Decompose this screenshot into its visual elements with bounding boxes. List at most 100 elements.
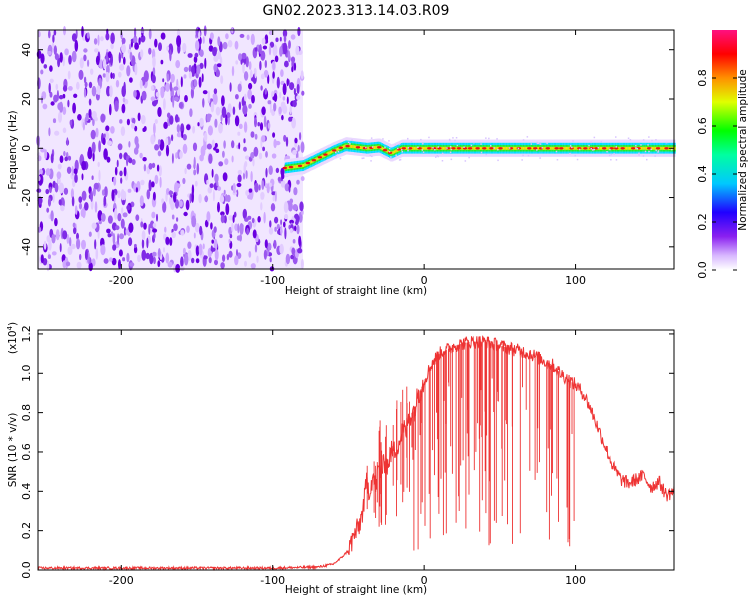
track-peak (441, 146, 444, 150)
noise-blob (282, 96, 286, 101)
noise-blob (155, 91, 160, 98)
noise-blob (58, 111, 62, 123)
track-speckle (485, 153, 487, 156)
y-tick-label: -40 (20, 238, 33, 256)
noise-blob (231, 155, 234, 163)
noise-blob (141, 90, 147, 101)
noise-blob (36, 188, 42, 193)
track-max (456, 147, 462, 150)
track-max (594, 147, 599, 150)
noise-blob (218, 123, 223, 134)
noise-blob (199, 225, 203, 236)
noise-blob (239, 234, 242, 242)
track-speckle (370, 160, 372, 162)
noise-blob (215, 148, 220, 153)
noise-blob (239, 33, 245, 38)
noise-blob (174, 114, 179, 123)
noise-blob (44, 149, 48, 160)
noise-blob (122, 190, 127, 201)
noise-blob (171, 153, 174, 164)
noise-blob (47, 197, 52, 207)
noise-blob (134, 125, 138, 132)
track-peak (322, 154, 325, 158)
noise-blob (231, 65, 235, 77)
noise-blob (243, 138, 246, 144)
track-speckle (671, 148, 673, 151)
track-peak (574, 146, 577, 150)
noise-blob (156, 213, 158, 222)
noise-blob (265, 167, 268, 178)
noise-blob (76, 232, 79, 240)
noise-blob (238, 101, 242, 111)
colorbar-gradient (712, 30, 737, 270)
y-tick-label: -20 (20, 189, 33, 207)
track-peak (530, 146, 533, 150)
noise-blob (91, 110, 97, 120)
track-speckle (446, 147, 448, 149)
noise-blob (117, 213, 122, 222)
noise-blob (126, 155, 129, 167)
track-speckle (541, 147, 543, 149)
noise-blob (102, 73, 106, 78)
track-speckle (635, 147, 637, 149)
noise-blob (76, 81, 80, 90)
track-speckle (434, 149, 436, 151)
track-speckle (609, 148, 611, 151)
noise-blob (282, 42, 288, 55)
track-speckle (428, 136, 430, 139)
noise-blob (97, 34, 100, 46)
noise-blob (162, 201, 167, 213)
noise-blob (287, 201, 293, 212)
noise-blob (283, 35, 287, 43)
noise-blob (100, 213, 106, 222)
noise-blob (178, 102, 183, 109)
track-speckle (455, 137, 458, 139)
noise-blob (131, 117, 136, 125)
noise-blob (191, 257, 195, 264)
track-peak (303, 164, 305, 167)
noise-blob (141, 238, 145, 249)
track-speckle (638, 152, 640, 155)
noise-blob (283, 221, 286, 228)
track-max (583, 147, 588, 150)
track-peak (662, 146, 665, 150)
noise-blob (165, 252, 170, 264)
track-max (288, 165, 294, 169)
noise-blob (81, 160, 87, 171)
noise-blob (153, 256, 156, 265)
noise-blob (239, 223, 244, 235)
noise-blob (279, 36, 282, 42)
noise-blob (92, 151, 95, 162)
noise-blob (102, 137, 106, 146)
noise-blob (107, 140, 113, 146)
noise-blob (275, 167, 280, 174)
noise-blob (72, 222, 76, 228)
noise-blob (182, 247, 186, 255)
track-max (382, 149, 388, 152)
noise-blob (154, 119, 158, 124)
track-speckle (576, 158, 579, 161)
noise-blob (294, 225, 297, 232)
noise-blob (272, 61, 276, 71)
track-max (664, 147, 669, 150)
noise-blob (268, 30, 274, 36)
noise-blob (109, 257, 113, 262)
y-tick-label: 0.6 (20, 443, 33, 461)
noise-blob (150, 134, 155, 145)
x-tick-label: -100 (260, 274, 285, 287)
noise-blob (127, 188, 132, 193)
track-speckle (456, 144, 459, 147)
noise-blob (123, 166, 127, 177)
noise-blob (59, 155, 64, 163)
track-speckle (473, 141, 475, 144)
track-peak (330, 150, 333, 154)
noise-blob (237, 169, 243, 175)
noise-blob (73, 93, 78, 99)
noise-blob (267, 100, 272, 105)
noise-blob (254, 68, 257, 79)
track-peak (485, 146, 488, 150)
spectrogram-frame (37, 29, 675, 270)
noise-blob (296, 83, 300, 94)
noise-blob (45, 168, 51, 176)
